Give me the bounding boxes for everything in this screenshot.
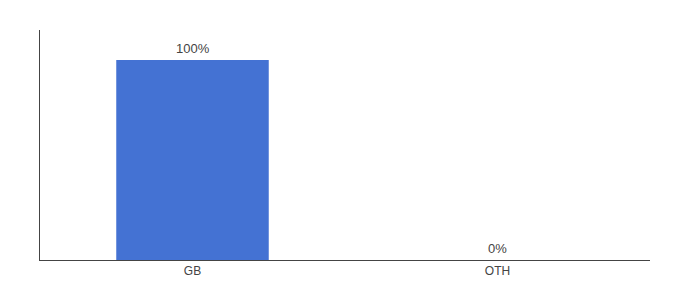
svg-text:OTH: OTH xyxy=(485,264,510,278)
svg-text:100%: 100% xyxy=(176,41,210,56)
svg-text:GB: GB xyxy=(184,264,201,278)
svg-text:0%: 0% xyxy=(488,241,507,256)
